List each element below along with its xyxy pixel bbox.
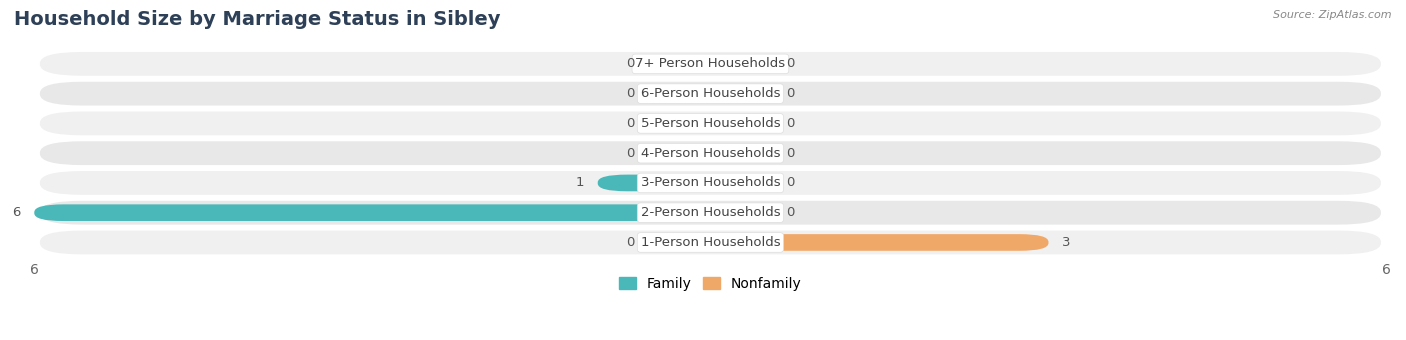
Text: 6: 6: [13, 206, 21, 219]
Legend: Family, Nonfamily: Family, Nonfamily: [613, 271, 807, 296]
Text: 0: 0: [627, 147, 636, 160]
Text: 0: 0: [786, 176, 794, 189]
Text: 0: 0: [786, 57, 794, 70]
FancyBboxPatch shape: [710, 85, 772, 102]
FancyBboxPatch shape: [710, 55, 772, 72]
Text: 0: 0: [627, 117, 636, 130]
Text: 0: 0: [786, 117, 794, 130]
FancyBboxPatch shape: [648, 55, 710, 72]
FancyBboxPatch shape: [39, 171, 1381, 195]
Text: 1-Person Households: 1-Person Households: [641, 236, 780, 249]
FancyBboxPatch shape: [39, 52, 1381, 76]
Text: 0: 0: [627, 57, 636, 70]
Text: 0: 0: [786, 147, 794, 160]
FancyBboxPatch shape: [648, 115, 710, 132]
Text: 3-Person Households: 3-Person Households: [641, 176, 780, 189]
Text: 0: 0: [627, 87, 636, 100]
Text: Household Size by Marriage Status in Sibley: Household Size by Marriage Status in Sib…: [14, 10, 501, 29]
Text: 0: 0: [786, 87, 794, 100]
FancyBboxPatch shape: [598, 175, 710, 191]
FancyBboxPatch shape: [710, 145, 772, 162]
FancyBboxPatch shape: [39, 112, 1381, 135]
Text: 6-Person Households: 6-Person Households: [641, 87, 780, 100]
FancyBboxPatch shape: [710, 234, 1049, 251]
FancyBboxPatch shape: [39, 201, 1381, 225]
FancyBboxPatch shape: [710, 204, 772, 221]
FancyBboxPatch shape: [648, 145, 710, 162]
Text: 0: 0: [786, 206, 794, 219]
Text: 5-Person Households: 5-Person Households: [641, 117, 780, 130]
FancyBboxPatch shape: [39, 141, 1381, 165]
Text: 3: 3: [1062, 236, 1070, 249]
FancyBboxPatch shape: [34, 204, 710, 221]
Text: 4-Person Households: 4-Person Households: [641, 147, 780, 160]
FancyBboxPatch shape: [39, 82, 1381, 105]
Text: 0: 0: [627, 236, 636, 249]
Text: 1: 1: [575, 176, 585, 189]
FancyBboxPatch shape: [710, 175, 772, 191]
FancyBboxPatch shape: [710, 115, 772, 132]
Text: Source: ZipAtlas.com: Source: ZipAtlas.com: [1274, 10, 1392, 20]
Text: 7+ Person Households: 7+ Person Households: [636, 57, 786, 70]
FancyBboxPatch shape: [39, 231, 1381, 254]
FancyBboxPatch shape: [648, 85, 710, 102]
FancyBboxPatch shape: [648, 234, 710, 251]
Text: 2-Person Households: 2-Person Households: [641, 206, 780, 219]
